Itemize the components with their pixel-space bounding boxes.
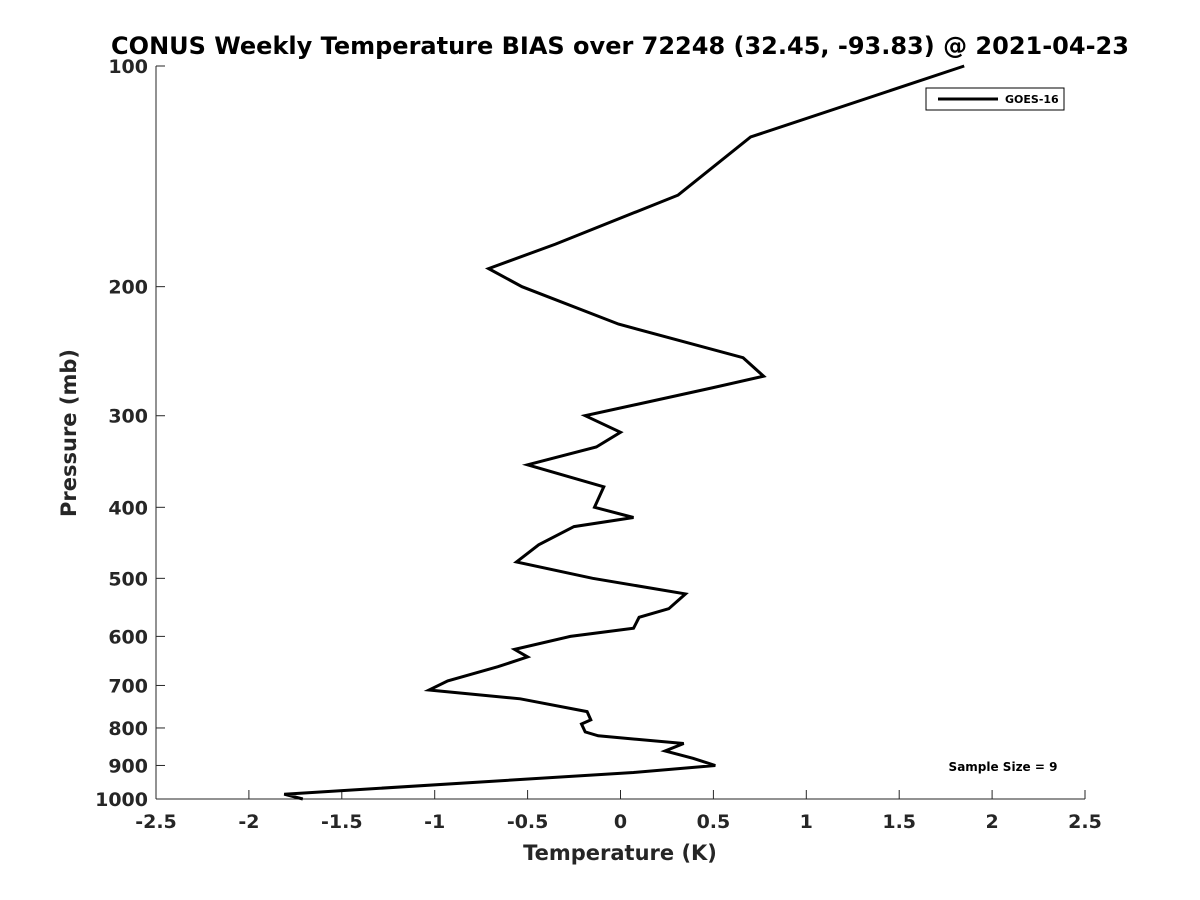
y-tick-label: 200 <box>108 277 148 299</box>
x-tick-label: -1 <box>424 811 445 833</box>
y-tick-label: 300 <box>108 406 148 428</box>
sample-size-annotation: Sample Size = 9 <box>949 760 1058 774</box>
y-axis: 100 200 300 400 500 600 700 800 900 1000 <box>95 56 165 811</box>
y-tick-label: 700 <box>108 675 148 697</box>
chart-title: CONUS Weekly Temperature BIAS over 72248… <box>111 32 1129 60</box>
legend: GOES-16 <box>925 87 1065 111</box>
y-tick-label: 900 <box>108 755 148 777</box>
y-tick-label: 500 <box>108 568 148 590</box>
y-tick-label: 600 <box>108 626 148 648</box>
series-line-goes-16 <box>283 64 965 801</box>
y-tick-label: 800 <box>108 718 148 740</box>
x-tick-label: 2.5 <box>1068 811 1102 833</box>
x-tick-label: 1 <box>800 811 813 833</box>
x-tick-label: -0.5 <box>507 811 549 833</box>
x-axis: -2.5 -2 -1.5 -1 -0.5 0 0.5 1 1.5 2 2.5 <box>135 790 1102 833</box>
y-axis-label: Pressure (mb) <box>57 349 81 517</box>
x-tick-label: 2 <box>985 811 998 833</box>
x-tick-label: 1.5 <box>882 811 916 833</box>
x-tick-label: 0.5 <box>697 811 731 833</box>
y-tick-label: 100 <box>108 56 148 78</box>
x-axis-label: Temperature (K) <box>523 841 717 865</box>
x-tick-label: -1.5 <box>321 811 363 833</box>
x-tick-label: -2 <box>238 811 259 833</box>
y-tick-label: 400 <box>108 497 148 519</box>
series-layer <box>283 64 965 801</box>
x-tick-label: -2.5 <box>135 811 177 833</box>
legend-entry: GOES-16 <box>1005 93 1059 106</box>
x-tick-label: 0 <box>614 811 627 833</box>
y-tick-label: 1000 <box>95 789 148 811</box>
